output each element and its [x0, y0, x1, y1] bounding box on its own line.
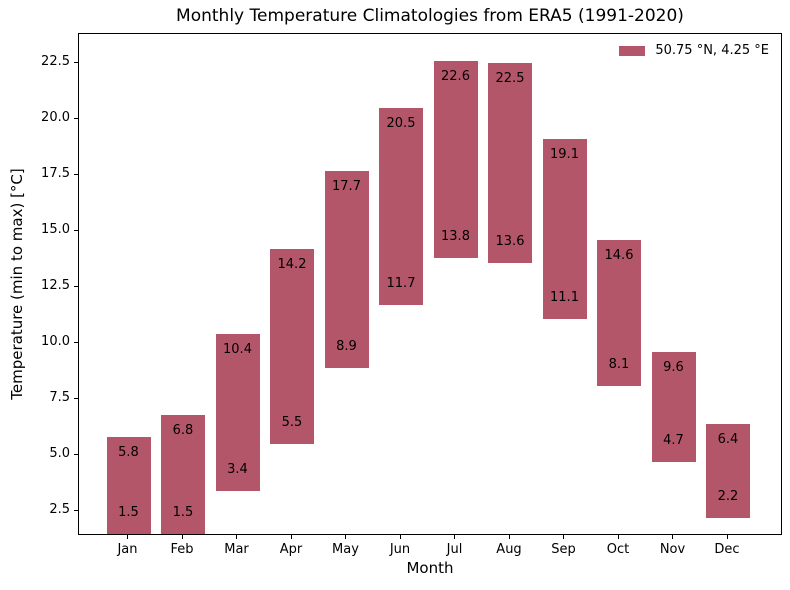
bar-min-label: 4.7 [663, 433, 684, 449]
bar-max-label: 22.6 [441, 68, 470, 84]
bar-max-label: 6.4 [717, 431, 739, 447]
chart-title: Monthly Temperature Climatologies from E… [176, 6, 684, 26]
bar-max-label: 10.4 [223, 342, 252, 358]
x-tick-mark [563, 535, 564, 539]
legend-label: 50.75 °N, 4.25 °E [655, 43, 769, 58]
plot-area: 5.8 1.5 6.8 1.5 10.4 3.4 14.2 5.5 17.7 8.9 20.5 11.… [78, 33, 782, 535]
y-tick-mark [74, 61, 78, 63]
y-tick-label: 7.5 [49, 390, 70, 406]
y-tick-label: 5.0 [49, 446, 70, 462]
bar-max-label: 5.8 [118, 445, 139, 461]
bar-min-label: 11.7 [386, 276, 416, 292]
x-tick-mark [399, 535, 401, 539]
bar-max-label: 14.6 [604, 248, 634, 264]
bar-may [324, 170, 369, 368]
bar-min-label: 13.6 [495, 233, 525, 249]
bar-max-label: 9.6 [663, 360, 684, 376]
bar-jan [106, 437, 151, 534]
y-tick-mark [74, 341, 78, 343]
y-tick-mark [74, 117, 78, 119]
x-tick-mark [345, 535, 346, 539]
y-tick-mark [74, 173, 78, 175]
x-tick-label: May [332, 542, 359, 557]
bar-min-label: 1.5 [172, 504, 194, 520]
bar-jun [379, 107, 423, 306]
bar-max-label: 14.2 [277, 257, 307, 273]
x-tick-mark [672, 535, 673, 539]
bar-min-label: 3.4 [227, 462, 248, 478]
x-tick-mark [236, 535, 237, 539]
bar-min-label: 5.5 [281, 415, 303, 431]
bar-oct [597, 240, 641, 386]
x-tick-mark [290, 535, 292, 539]
bar-max-label: 22.5 [495, 71, 525, 87]
x-tick-label: Jul [446, 542, 463, 557]
y-tick-mark [74, 229, 78, 231]
x-tick-mark [454, 535, 455, 539]
y-tick-label: 10.0 [41, 334, 70, 350]
y-tick-mark [74, 509, 78, 511]
bar-min-label: 2.2 [717, 489, 739, 505]
bar-min-label: 11.1 [550, 289, 579, 305]
y-tick-label: 2.5 [49, 502, 70, 518]
x-tick-mark [617, 535, 619, 539]
y-tick-label: 20.0 [41, 110, 70, 126]
x-axis-label: Month [406, 559, 454, 577]
bar-min-label: 8.1 [608, 356, 630, 372]
bar-max-label: 20.5 [386, 115, 416, 131]
bar-max-label: 19.1 [550, 147, 579, 163]
x-tick-label: Aug [496, 542, 522, 557]
bar-jul [433, 60, 478, 259]
bar-min-label: 8.9 [336, 338, 357, 354]
bar-min-label: 1.5 [118, 504, 139, 520]
x-tick-label: Mar [224, 542, 249, 557]
y-tick-mark [74, 397, 78, 399]
bar-max-label: 17.7 [332, 178, 361, 194]
x-tick-label: Sep [551, 542, 576, 557]
y-tick-label: 15.0 [41, 222, 70, 238]
y-tick-mark [74, 453, 78, 455]
x-tick-label: Dec [714, 542, 740, 557]
x-tick-label: Nov [659, 542, 686, 557]
y-tick-label: 12.5 [41, 278, 70, 294]
x-tick-label: Oct [606, 542, 630, 557]
legend: 50.75 °N, 4.25 °E [619, 43, 769, 58]
x-tick-label: Jan [117, 542, 138, 557]
legend-swatch-icon [619, 45, 646, 56]
bar-apr [270, 249, 314, 445]
x-tick-label: Apr [279, 542, 303, 557]
bar-sep [542, 139, 587, 319]
bar-mar [215, 334, 260, 492]
x-tick-label: Jun [389, 542, 411, 557]
bar-dec [706, 423, 750, 519]
y-tick-mark [74, 285, 78, 287]
bar-aug [488, 63, 532, 263]
bar-feb [161, 414, 205, 534]
x-tick-mark [127, 535, 128, 539]
x-tick-mark [726, 535, 728, 539]
x-tick-mark [508, 535, 510, 539]
bar-min-label: 13.8 [441, 229, 470, 245]
x-tick-label: Feb [170, 542, 194, 557]
bar-nov [651, 352, 696, 463]
y-tick-label: 17.5 [41, 166, 70, 182]
bar-max-label: 6.8 [172, 422, 194, 438]
x-tick-mark [181, 535, 183, 539]
y-tick-label: 22.5 [41, 54, 70, 70]
